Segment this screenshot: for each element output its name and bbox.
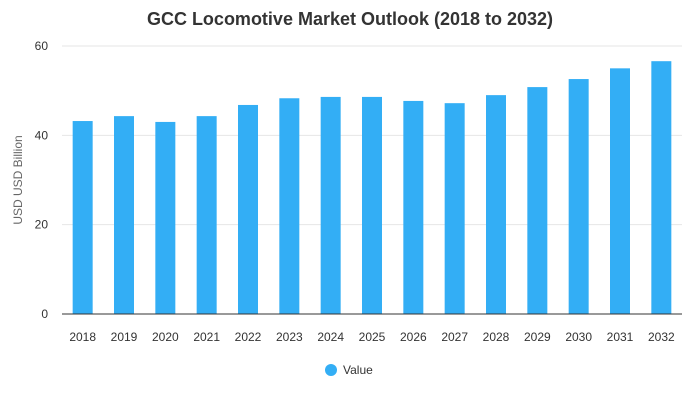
x-tick-label: 2023	[276, 330, 303, 344]
x-tick-label: 2024	[317, 330, 344, 344]
x-tick-label: 2032	[648, 330, 675, 344]
bar-2021[interactable]	[196, 116, 217, 314]
bar-2022[interactable]	[238, 104, 258, 315]
bar-2018[interactable]	[72, 121, 93, 314]
x-tick-label: 2030	[565, 330, 592, 344]
bar-2019[interactable]	[114, 116, 134, 314]
y-axis-label: USD USD Billion	[11, 135, 25, 224]
bar-2024[interactable]	[320, 96, 341, 314]
x-tick-label: 2031	[607, 330, 634, 344]
x-tick-label: 2025	[359, 330, 386, 344]
bar-2031[interactable]	[610, 68, 630, 314]
chart-title: GCC Locomotive Market Outlook (2018 to 2…	[147, 9, 553, 29]
legend[interactable]: Value	[325, 363, 373, 377]
bar-2032[interactable]	[651, 61, 672, 314]
x-tick-label: 2022	[235, 330, 262, 344]
bar-2020[interactable]	[155, 121, 176, 314]
bar-2026[interactable]	[403, 100, 424, 314]
x-tick-label: 2021	[193, 330, 220, 344]
y-tick-label: 40	[35, 128, 49, 142]
x-tick-label: 2020	[152, 330, 179, 344]
bar-2027[interactable]	[444, 103, 465, 314]
x-tick-label: 2028	[483, 330, 510, 344]
x-tick-label: 2026	[400, 330, 427, 344]
x-tick-label: 2029	[524, 330, 551, 344]
legend-marker-icon	[325, 364, 337, 376]
x-tick-label: 2018	[69, 330, 96, 344]
x-tick-label: 2019	[111, 330, 138, 344]
bar-2023[interactable]	[279, 98, 300, 314]
y-tick-labels: 0 20 40 60	[35, 39, 49, 321]
y-tick-label: 60	[35, 39, 49, 53]
bar-2025[interactable]	[362, 96, 382, 314]
y-tick-label: 20	[35, 218, 49, 232]
legend-label: Value	[343, 363, 373, 377]
bars	[72, 61, 672, 315]
y-tick-label: 0	[41, 307, 48, 321]
x-tick-label: 2027	[441, 330, 468, 344]
bar-2030[interactable]	[568, 79, 589, 314]
bar-2028[interactable]	[486, 95, 506, 314]
bar-2029[interactable]	[527, 87, 548, 315]
x-tick-labels: 2018 2019 2020 2021 2022 2023 2024 2025 2026 2027…	[69, 330, 675, 344]
